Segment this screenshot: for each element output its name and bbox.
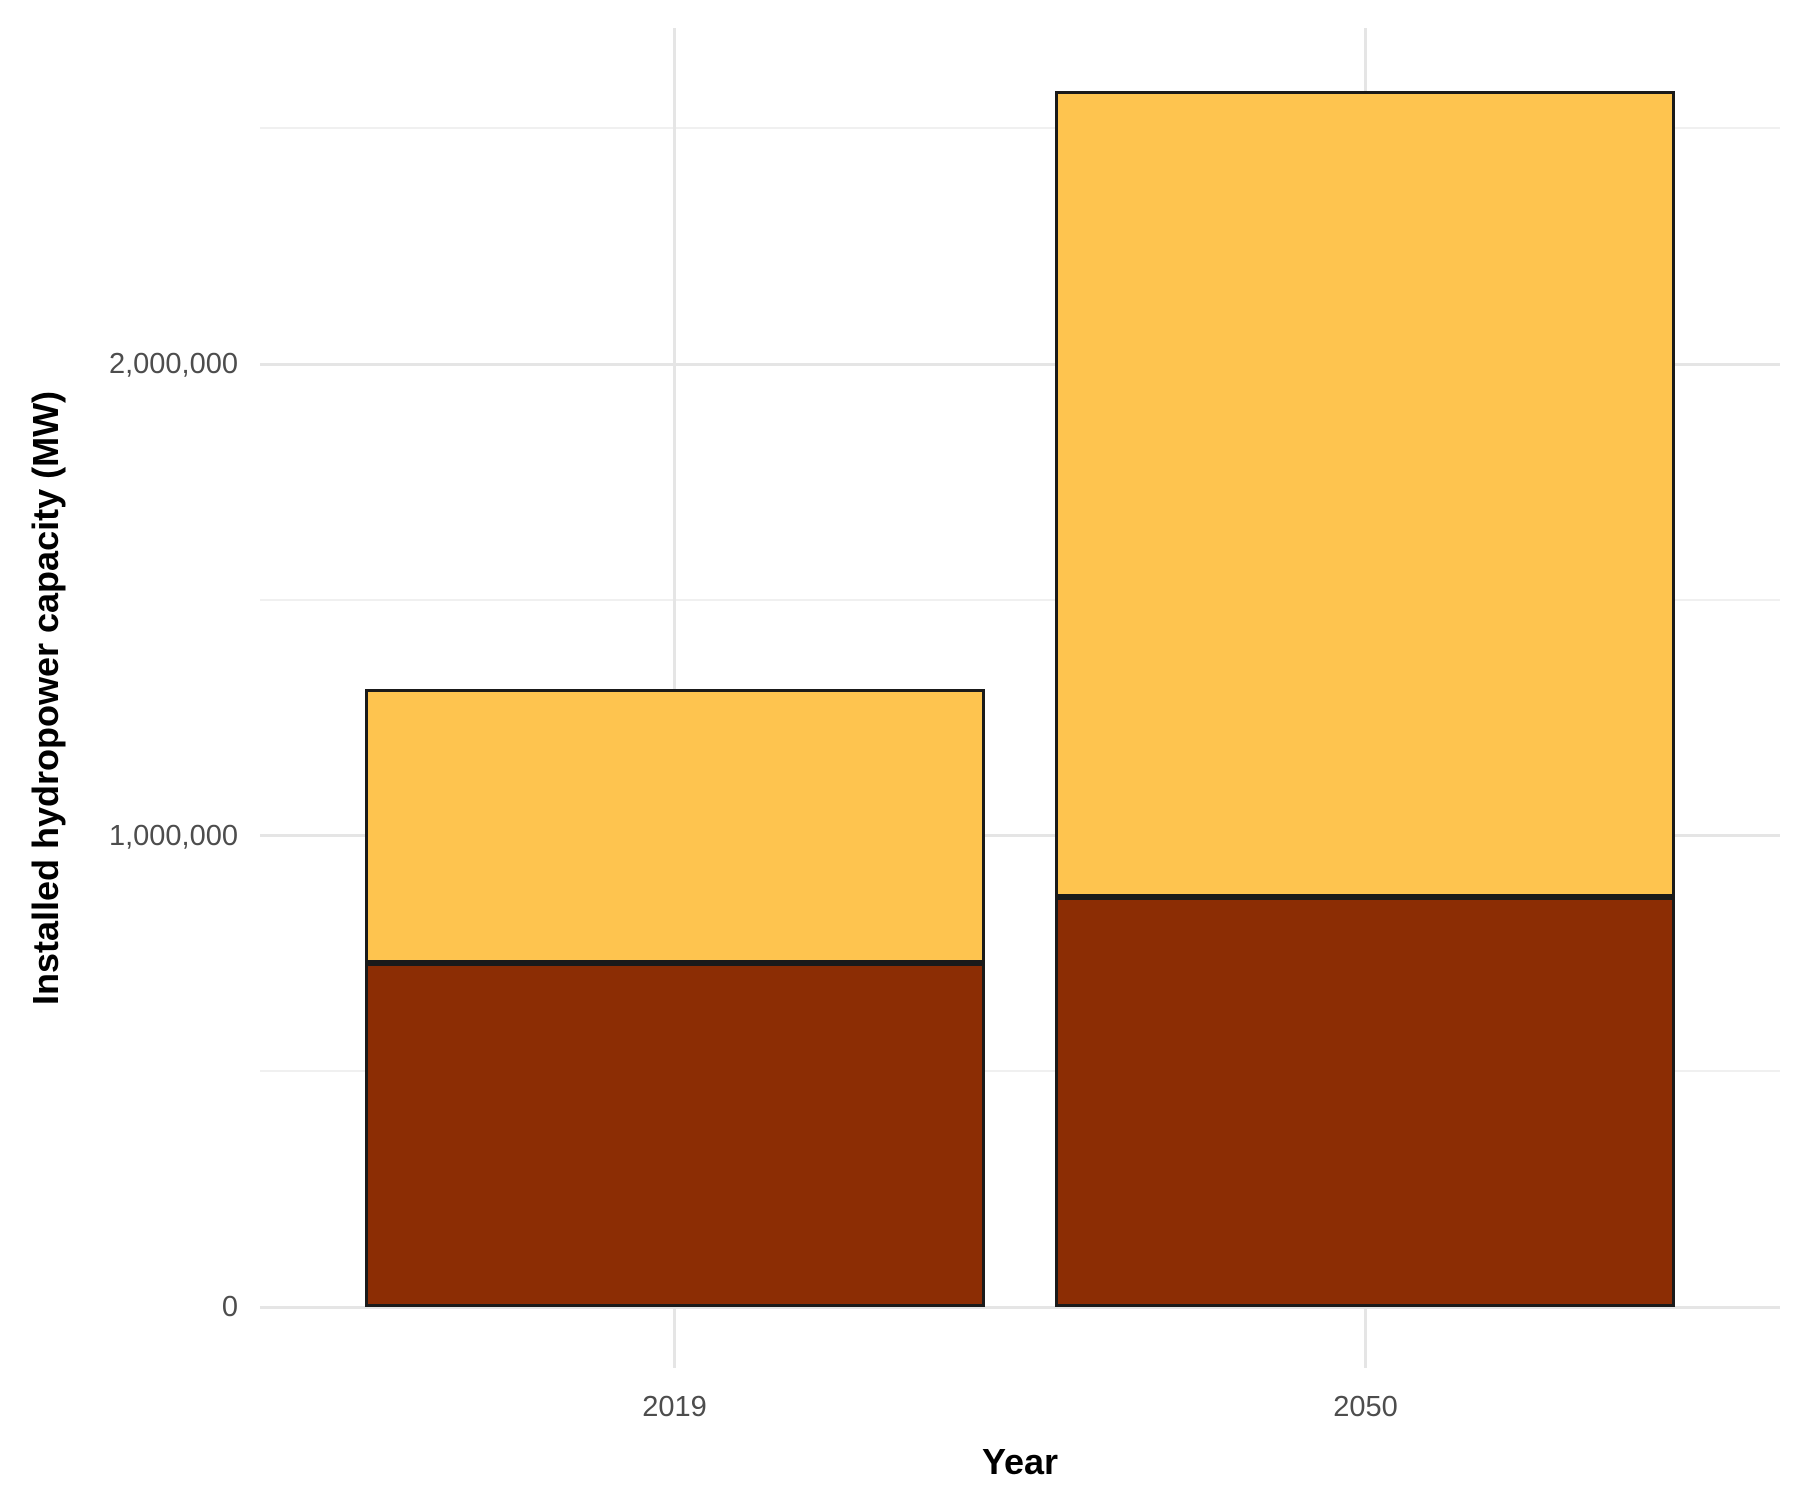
plot-panel bbox=[260, 28, 1780, 1368]
x-tick-label: 2019 bbox=[642, 1391, 707, 1423]
x-axis-title: Year bbox=[981, 1441, 1059, 1482]
gridline-minor-horizontal bbox=[260, 598, 1780, 601]
y-tick-label: 1,000,000 bbox=[108, 819, 238, 852]
gridline-major-horizontal bbox=[260, 834, 1780, 837]
x-tick-label: 2050 bbox=[1333, 1391, 1398, 1423]
gridline-minor-horizontal bbox=[260, 127, 1780, 130]
bar-segment-2050-bottom-segment bbox=[1055, 896, 1676, 1307]
y-axis-title: Installed hydropower capacity (MW) bbox=[25, 390, 66, 1006]
gridline-major-horizontal bbox=[260, 362, 1780, 366]
gridline-major-horizontal bbox=[260, 1305, 1780, 1309]
bar-segment-2019-bottom-segment bbox=[364, 962, 985, 1307]
y-tick-label: 0 bbox=[221, 1291, 238, 1323]
bar-segment-2019-top-segment bbox=[364, 689, 985, 963]
gridline-minor-horizontal bbox=[260, 1070, 1780, 1073]
bar-segment-2050-top-segment bbox=[1055, 90, 1676, 897]
y-tick-label: 2,000,000 bbox=[108, 348, 238, 380]
